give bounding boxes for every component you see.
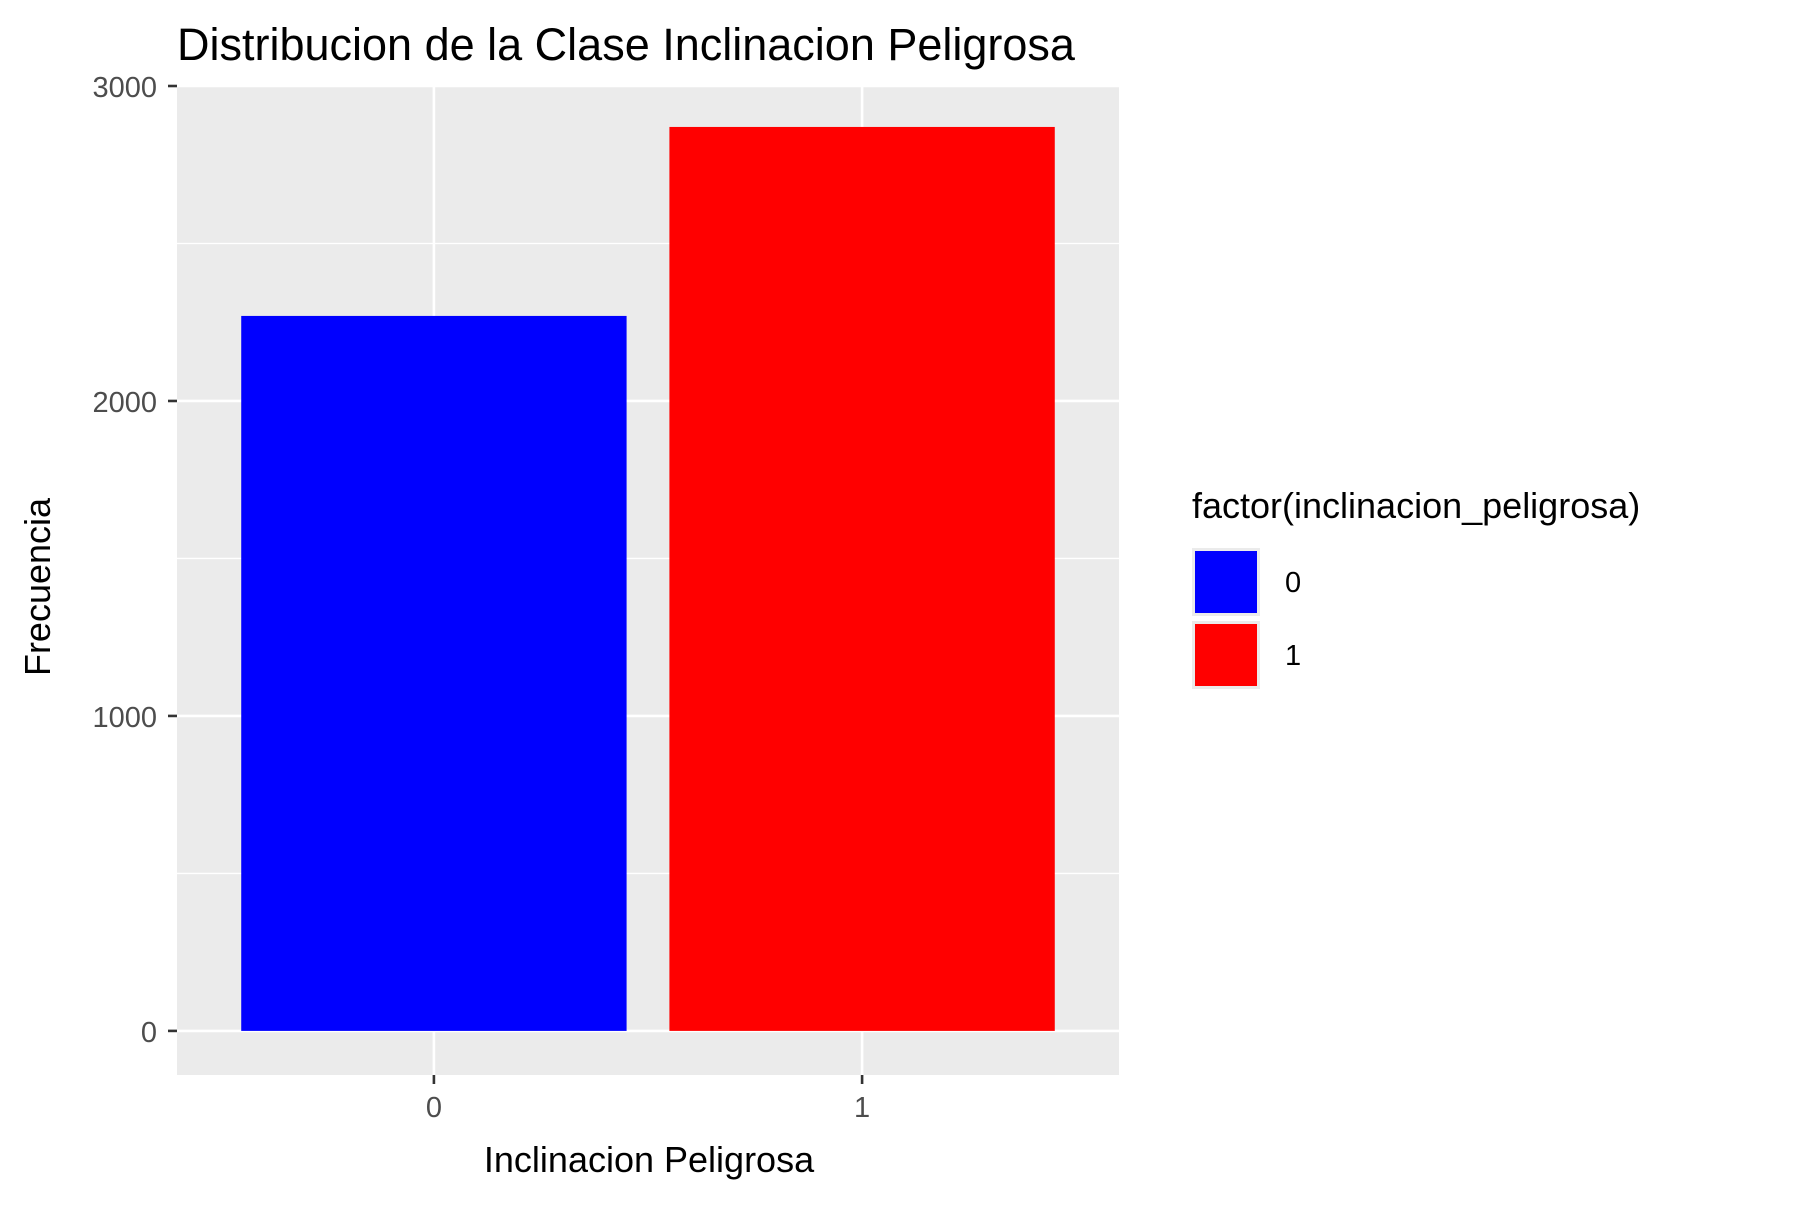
chart-title: Distribucion de la Clase Inclinacion Pel…	[177, 19, 1076, 70]
legend-key-1	[1195, 624, 1257, 686]
legend-key-0	[1195, 551, 1257, 613]
x-axis-label: Inclinacion Peligrosa	[484, 1139, 815, 1180]
legend-label: 1	[1285, 640, 1301, 672]
x-tick-label: 0	[426, 1092, 442, 1124]
bar-0	[241, 315, 627, 1031]
y-tick-label: 1000	[92, 702, 157, 734]
bar-1	[669, 126, 1055, 1031]
y-tick-label: 0	[141, 1017, 157, 1049]
y-axis-label: Frecuencia	[17, 497, 58, 676]
legend-label: 0	[1285, 567, 1301, 599]
x-tick-label: 1	[854, 1092, 870, 1124]
y-tick-label: 2000	[92, 387, 157, 419]
y-tick-label: 3000	[92, 72, 157, 104]
legend-title: factor(inclinacion_peligrosa)	[1192, 485, 1640, 526]
